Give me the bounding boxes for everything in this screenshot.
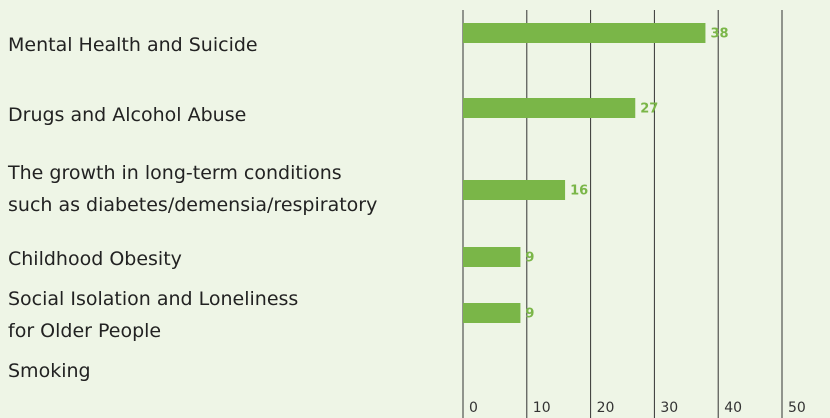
bar: [463, 98, 636, 118]
bar: [463, 247, 521, 267]
x-tick-label: 40: [724, 400, 742, 416]
y-tick-label: Smoking: [8, 360, 91, 382]
data-label: 9: [525, 251, 534, 266]
x-tick-label: 0: [469, 400, 478, 416]
bar: [463, 23, 706, 43]
data-label: 27: [640, 102, 658, 117]
y-tick-label: Mental Health and Suicide: [8, 34, 258, 56]
x-tick-label: 50: [788, 400, 806, 416]
bar: [463, 180, 566, 200]
x-tick-label: 20: [597, 400, 615, 416]
y-tick-label: Childhood Obesity: [8, 248, 182, 270]
data-label: 38: [710, 27, 728, 42]
y-tick-label: The growth in long-term conditions such a…: [7, 162, 377, 216]
y-tick-label: Drugs and Alcohol Abuse: [8, 104, 246, 126]
x-tick-label: 10: [533, 400, 551, 416]
data-label: 16: [570, 184, 588, 199]
x-tick-label: 30: [660, 400, 678, 416]
bar: [463, 303, 521, 323]
y-tick-label: Social Isolation and Loneliness for Older…: [8, 288, 298, 342]
data-label: 9: [525, 307, 534, 322]
